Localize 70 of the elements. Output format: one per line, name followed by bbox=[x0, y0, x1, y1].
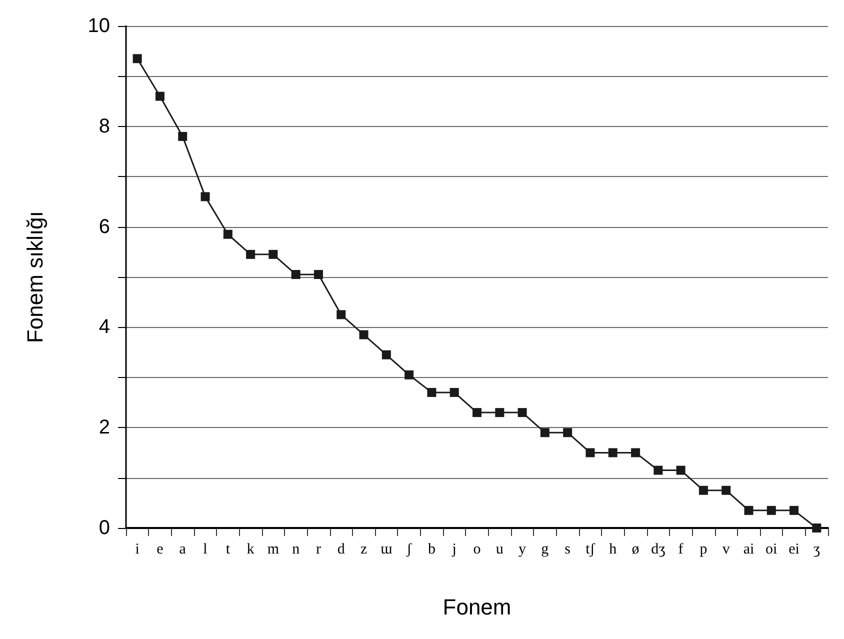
point bbox=[608, 448, 618, 458]
x-tick-label: dʒ bbox=[651, 542, 666, 558]
point bbox=[766, 506, 776, 515]
x-tick-label: h bbox=[609, 542, 618, 558]
x-tick-label: e bbox=[156, 542, 164, 558]
x-tick-label: g bbox=[541, 542, 550, 558]
x-tick-label: z bbox=[360, 542, 368, 558]
x-tick-label: l bbox=[203, 542, 208, 558]
point bbox=[427, 388, 436, 397]
x-tick-label: j bbox=[451, 542, 456, 558]
point bbox=[722, 486, 731, 495]
point bbox=[155, 92, 164, 101]
point bbox=[404, 370, 414, 380]
y-tick-label: 8 bbox=[98, 115, 110, 138]
x-tick-label: ei bbox=[788, 542, 800, 558]
x-tick-label: m bbox=[267, 542, 280, 558]
y-tick-label: 6 bbox=[98, 216, 110, 238]
point bbox=[654, 466, 663, 475]
x-tick-label: d bbox=[337, 542, 346, 558]
y-tick-label: 4 bbox=[98, 316, 110, 338]
point bbox=[495, 408, 504, 418]
x-tick-label: u bbox=[496, 542, 504, 558]
x-tick-label: tʃ bbox=[586, 542, 596, 558]
point bbox=[631, 448, 640, 458]
x-tick-label: o bbox=[473, 542, 481, 558]
x-tick-label: b bbox=[428, 542, 436, 558]
x-tick-label: r bbox=[316, 542, 321, 558]
x-tick-label: v bbox=[722, 542, 730, 558]
x-tick-label: p bbox=[700, 542, 708, 558]
point bbox=[586, 448, 595, 458]
point bbox=[246, 250, 256, 259]
point bbox=[359, 330, 368, 340]
point bbox=[472, 408, 482, 418]
x-tick-label: ai bbox=[743, 542, 754, 558]
y-tick-label: 0 bbox=[98, 517, 110, 539]
point bbox=[450, 388, 459, 397]
point bbox=[291, 270, 300, 279]
point bbox=[178, 132, 188, 141]
y-axis-title: Fonem sıklığı bbox=[22, 210, 48, 344]
point bbox=[812, 524, 822, 532]
x-tick-label: i bbox=[135, 542, 140, 558]
y-tick-label: 2 bbox=[98, 416, 110, 439]
point bbox=[518, 408, 527, 418]
point bbox=[314, 270, 323, 279]
x-tick-label: t bbox=[226, 542, 231, 558]
point bbox=[223, 230, 232, 239]
point bbox=[200, 192, 210, 202]
point bbox=[540, 428, 550, 438]
x-tick-label: k bbox=[246, 542, 255, 558]
point bbox=[268, 250, 278, 259]
x-tick-label: ʃ bbox=[406, 542, 413, 558]
x-axis-title: Fonem bbox=[442, 594, 512, 620]
y-tick-label: 10 bbox=[88, 15, 110, 37]
point bbox=[563, 428, 572, 438]
point bbox=[744, 506, 754, 515]
x-tick-label: f bbox=[678, 542, 684, 558]
x-tick-label: y bbox=[518, 542, 527, 558]
point bbox=[336, 310, 346, 320]
point bbox=[698, 486, 708, 495]
x-tick-label: a bbox=[179, 542, 186, 558]
x-tick-label: oi bbox=[766, 542, 778, 558]
x-tick-label: s bbox=[564, 542, 571, 558]
point bbox=[382, 350, 391, 360]
point bbox=[132, 54, 142, 64]
x-tick-label: n bbox=[292, 542, 300, 558]
x-tick-label: ø bbox=[632, 542, 640, 558]
x-tick-label: ʒ bbox=[813, 542, 820, 558]
x-tick-label: ɯ bbox=[380, 542, 393, 558]
point bbox=[676, 466, 686, 475]
point bbox=[790, 506, 799, 515]
